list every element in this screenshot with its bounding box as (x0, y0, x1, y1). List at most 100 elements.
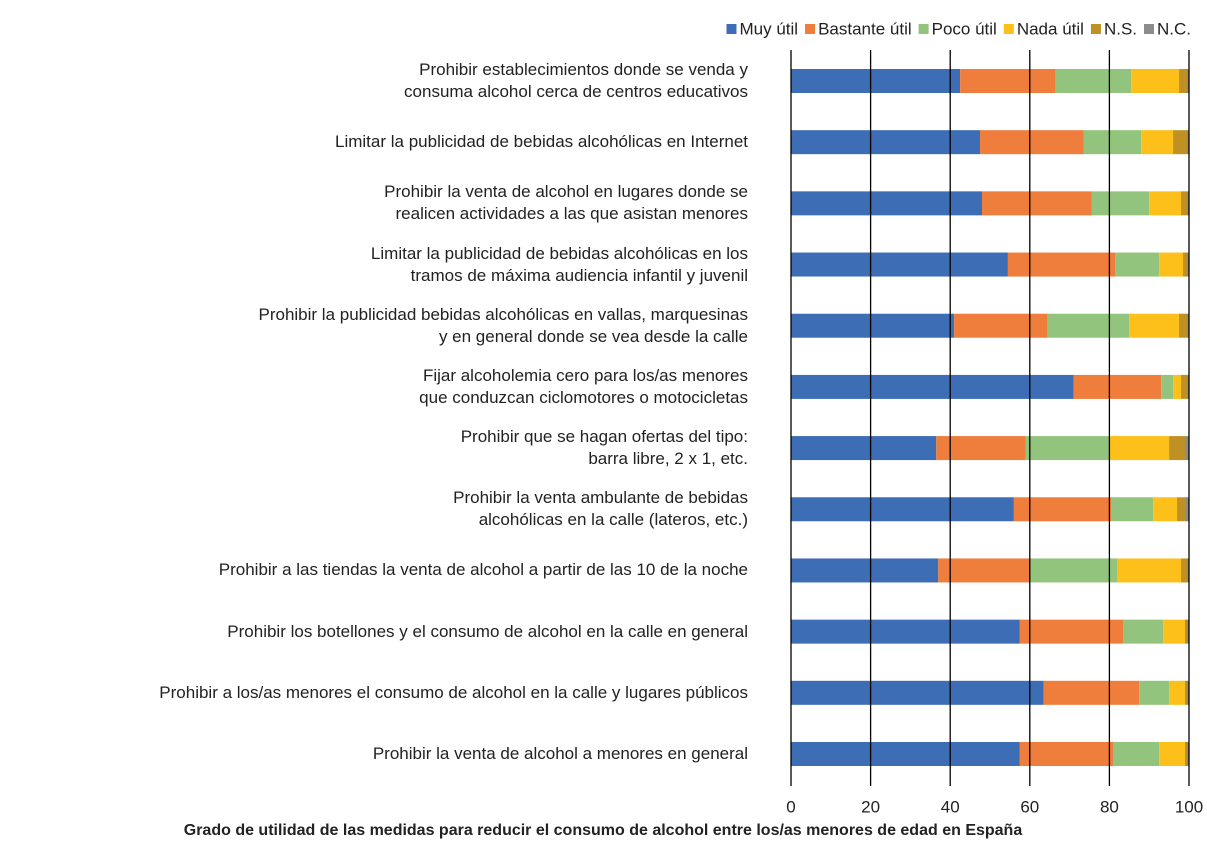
bar-segment (1187, 69, 1189, 93)
bar-segment (1179, 313, 1188, 338)
category-label: Prohibir la venta de alcohol a menores e… (372, 744, 748, 763)
bar-segment (1111, 497, 1154, 522)
bar-segment (1083, 130, 1142, 155)
bar-segment (1113, 742, 1160, 766)
bar-segment (1187, 619, 1189, 644)
x-tick-label: 60 (1020, 797, 1039, 816)
legend-swatch (1003, 24, 1014, 34)
x-tick-label: 100 (1175, 797, 1203, 816)
bar-segment (936, 436, 1026, 461)
bar-segment (960, 69, 1056, 93)
legend-swatch (918, 24, 929, 34)
bar-segment (1187, 680, 1189, 705)
bar-segment (791, 497, 1014, 522)
category-label: Prohibir establecimientos donde se venda… (404, 60, 748, 101)
bar-segment (980, 130, 1084, 155)
bar-segment (1187, 130, 1189, 155)
legend-swatch (805, 24, 816, 34)
legend-swatch (1144, 24, 1154, 34)
bar-segment (791, 374, 1074, 399)
bar-segment (1173, 130, 1188, 155)
bar-segment (1141, 130, 1174, 155)
bar-segment (1185, 619, 1188, 644)
bar-segment (1043, 680, 1140, 705)
bar-segment (1187, 191, 1189, 216)
bar-segment (1139, 680, 1170, 705)
bar-segment (1185, 742, 1188, 766)
bar-segment (791, 69, 961, 93)
bar-segment (791, 619, 1020, 644)
legend-label: Nada útil (1017, 19, 1084, 38)
legend-swatch (726, 24, 737, 34)
category-label: Limitar la publicidad de bebidas alcohól… (370, 243, 748, 285)
bar-segment (1109, 436, 1170, 461)
bar-segment (1149, 191, 1182, 216)
legend-label: Bastante útil (818, 19, 912, 38)
bar-segment (954, 313, 1048, 338)
bar-segment (791, 436, 937, 461)
bar-segment (1131, 69, 1180, 93)
bar-segment (1187, 558, 1189, 583)
category-label: Limitar la publicidad de bebidas alcohól… (335, 132, 748, 152)
bar-segment (1169, 436, 1186, 461)
bar-segment (1187, 374, 1189, 399)
bar-segment (1185, 497, 1189, 522)
bar-segment (1029, 558, 1118, 583)
bar-segment (791, 680, 1044, 705)
bar-segment (1073, 374, 1162, 399)
bar-segment (791, 130, 981, 155)
bar-segment (1187, 252, 1189, 277)
bar-segment (791, 191, 983, 216)
bar-segment (1187, 742, 1189, 766)
bar-segment (1177, 497, 1186, 522)
bar-segment (1115, 252, 1160, 277)
bar-segment (1047, 313, 1130, 338)
bar-segment (1185, 680, 1188, 705)
bar-segment (1129, 313, 1180, 338)
bar-segment (1173, 374, 1182, 399)
x-tick-label: 0 (786, 797, 795, 816)
bar-segment (938, 558, 1030, 583)
category-label: Prohibir la venta de alcohol en lugares … (384, 182, 748, 224)
bar-segment (791, 313, 955, 338)
legend-label: N.S. (1104, 19, 1137, 38)
bar-segment (1161, 374, 1174, 399)
bar-segment (1163, 619, 1186, 644)
bar-segment (1159, 742, 1186, 766)
bar-segment (982, 191, 1092, 216)
legend-label: Muy útil (739, 19, 798, 38)
category-label: Prohibir la venta ambulante de bebidas a… (453, 488, 748, 530)
legend-swatch (1090, 24, 1101, 34)
bar-segment (1091, 191, 1150, 216)
bar-segment (1181, 191, 1188, 216)
bar-segment (1123, 619, 1164, 644)
bar-segment (1181, 374, 1188, 399)
bar-segment (1183, 252, 1188, 277)
bar-segment (1179, 69, 1188, 93)
legend-label: Poco útil (932, 19, 997, 38)
bar-segment (1019, 619, 1124, 644)
category-label: Prohibir a las tiendas la venta de alcoh… (218, 560, 748, 580)
legend-label: N.C. (1157, 19, 1191, 38)
category-label: Prohibir los botellones y el consumo de … (227, 621, 748, 641)
x-tick-label: 80 (1100, 797, 1119, 816)
bar-segment (1159, 252, 1184, 277)
category-label: Prohibir la publicidad bebidas alcohólic… (258, 304, 748, 346)
bar-segment (1181, 558, 1188, 583)
x-tick-label: 40 (941, 797, 960, 816)
bar-segment (1187, 313, 1189, 338)
bar-segment (1169, 680, 1186, 705)
bar-segment (1019, 742, 1114, 766)
bar-segment (791, 558, 939, 583)
bar-segment (1055, 69, 1132, 93)
bar-segment (1185, 436, 1189, 461)
bar-segment (1117, 558, 1182, 583)
category-label: Fijar alcoholemia cero para los/as menor… (419, 365, 748, 407)
bar-segment (1007, 252, 1116, 277)
category-label: Prohibir que se hagan ofertas del tipo: … (460, 427, 748, 469)
bar-segment (1153, 497, 1178, 522)
category-label: Prohibir a los/as menores el consumo de … (159, 682, 748, 702)
bar-segment (1025, 436, 1110, 461)
